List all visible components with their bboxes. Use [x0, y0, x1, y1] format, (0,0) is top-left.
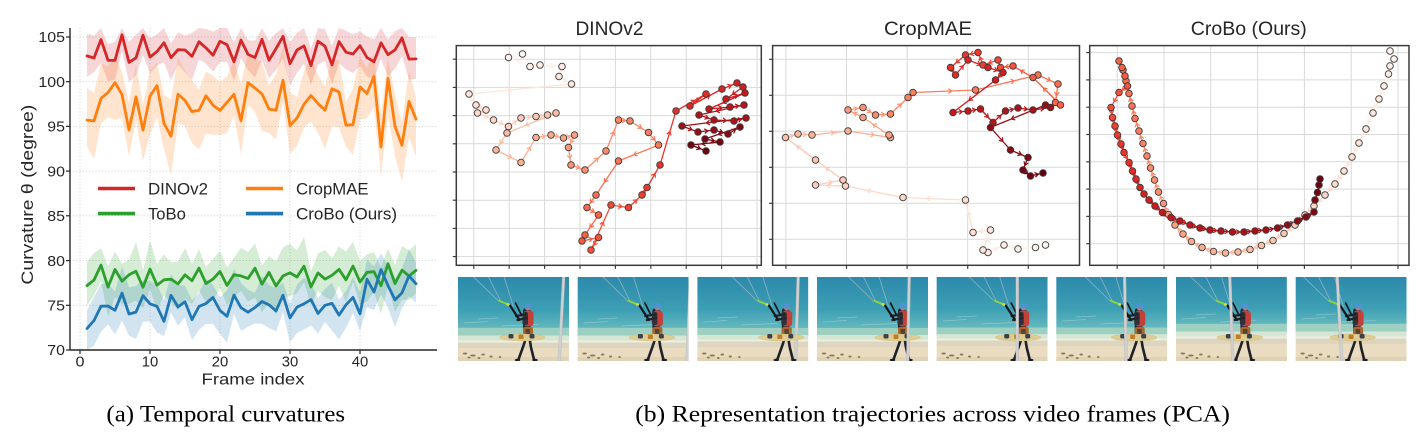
svg-text:100: 100	[38, 75, 65, 91]
svg-text:CropMAE: CropMAE	[296, 179, 369, 198]
svg-text:70: 70	[47, 343, 65, 359]
svg-text:Curvature θ (degree): Curvature θ (degree)	[19, 105, 37, 285]
svg-text:(a) Temporal curvatures: (a) Temporal curvatures	[106, 402, 345, 428]
svg-text:80: 80	[47, 254, 65, 270]
svg-text:10: 10	[142, 355, 159, 371]
svg-text:85: 85	[47, 209, 65, 225]
svg-text:DINOv2: DINOv2	[148, 179, 208, 198]
svg-text:Frame index: Frame index	[202, 372, 305, 389]
svg-text:30: 30	[282, 355, 299, 371]
svg-text:105: 105	[38, 30, 65, 46]
svg-text:95: 95	[47, 120, 65, 136]
svg-text:75: 75	[47, 299, 65, 315]
svg-text:CroBo (Ours): CroBo (Ours)	[1191, 18, 1307, 40]
svg-text:CroBo (Ours): CroBo (Ours)	[296, 204, 397, 223]
svg-text:CropMAE: CropMAE	[884, 18, 972, 40]
svg-text:40: 40	[352, 355, 369, 371]
svg-text:20: 20	[212, 355, 229, 371]
svg-text:0: 0	[76, 355, 85, 371]
svg-text:(b) Representation trajectorie: (b) Representation trajectories across v…	[635, 402, 1230, 428]
svg-text:DINOv2: DINOv2	[576, 18, 644, 40]
svg-text:ToBo: ToBo	[148, 204, 186, 223]
svg-text:90: 90	[47, 164, 65, 180]
